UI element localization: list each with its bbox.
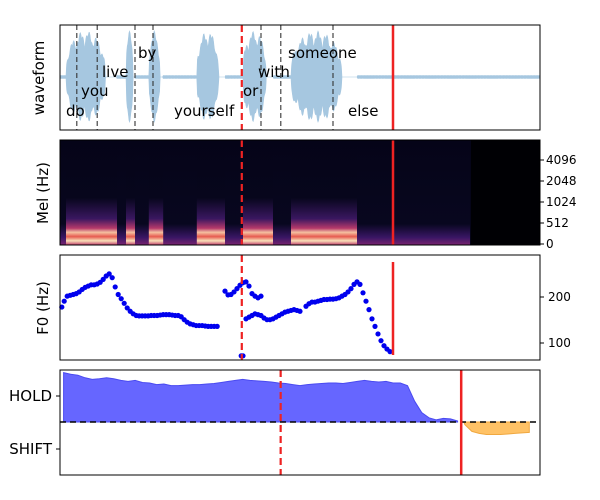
word-label: live — [102, 63, 128, 81]
mel-speech-segments — [66, 140, 357, 245]
word-label: you — [81, 82, 109, 100]
mel-segment — [196, 140, 225, 245]
f0-ylabel: F0 (Hz) — [34, 281, 52, 335]
f0-point — [387, 349, 393, 355]
f0-point — [115, 291, 121, 298]
f0-point — [297, 308, 303, 314]
word-label: or — [243, 82, 259, 100]
word-label: someone — [288, 44, 357, 62]
f0-point — [222, 288, 228, 294]
turn-panel: HOLD SHIFT — [9, 369, 541, 476]
f0-point — [121, 300, 127, 306]
word-boundaries — [76, 25, 334, 130]
svg-text:HOLD: HOLD — [9, 387, 52, 405]
mel-segment — [66, 140, 117, 245]
f0-point — [375, 331, 381, 337]
f0-point — [61, 298, 67, 304]
word-label: else — [348, 102, 378, 120]
f0-point — [381, 343, 387, 349]
svg-text:4096: 4096 — [546, 153, 577, 167]
mel-segment — [126, 140, 135, 245]
f0-point — [112, 284, 118, 290]
f0-point — [366, 307, 372, 313]
svg-text:1024: 1024 — [546, 195, 577, 209]
hold-area — [63, 371, 459, 423]
mel-tick-0: 0 — [540, 237, 554, 251]
f0-tick-100: 100 — [540, 336, 571, 350]
f0-point — [378, 338, 384, 344]
word-label: do — [66, 102, 85, 120]
f0-point — [246, 283, 252, 289]
mel-tick-512: 512 — [540, 216, 569, 230]
f0-point — [345, 289, 351, 295]
mel-ylabel: Mel (Hz) — [34, 162, 52, 224]
waveform-ylabel: waveform — [30, 41, 48, 116]
f0-point — [258, 293, 264, 299]
mel-segment — [148, 140, 164, 245]
f0-point — [357, 281, 363, 287]
f0-point — [243, 279, 249, 285]
f0-point — [100, 276, 106, 282]
f0-point — [348, 286, 354, 292]
f0-point — [214, 323, 220, 329]
svg-text:100: 100 — [548, 336, 571, 350]
f0-point — [109, 275, 115, 281]
f0-point — [363, 298, 369, 304]
turn-tick-shift: SHIFT — [9, 440, 60, 458]
svg-text:SHIFT: SHIFT — [9, 440, 53, 458]
word-label: by — [138, 44, 157, 62]
f0-point — [360, 290, 366, 296]
mel-panel: 4096 2048 1024 512 0 Mel (Hz) — [34, 139, 577, 251]
word-label: with — [258, 63, 290, 81]
svg-text:200: 200 — [548, 290, 571, 304]
svg-text:0: 0 — [546, 237, 554, 251]
f0-point — [106, 271, 112, 277]
f0-point — [234, 286, 240, 292]
f0-panel: 200 100 F0 (Hz) — [34, 254, 571, 361]
mel-tick-4096: 4096 — [540, 153, 577, 167]
word-label: yourself — [174, 102, 235, 120]
svg-text:512: 512 — [546, 216, 569, 230]
mel-segment — [291, 140, 357, 245]
f0-point — [369, 316, 375, 322]
f0-point — [118, 296, 124, 302]
svg-text:2048: 2048 — [546, 174, 577, 188]
f0-point — [231, 289, 237, 295]
mel-tick-2048: 2048 — [540, 174, 577, 188]
mel-yticks: 4096 2048 1024 512 0 — [540, 153, 577, 251]
f0-point — [372, 323, 378, 329]
f0-tick-200: 200 — [540, 290, 571, 304]
mel-tick-1024: 1024 — [540, 195, 577, 209]
turn-tick-hold: HOLD — [9, 387, 60, 405]
shift-area — [463, 421, 530, 435]
f0-point — [124, 305, 130, 311]
mel-segment — [243, 140, 273, 245]
